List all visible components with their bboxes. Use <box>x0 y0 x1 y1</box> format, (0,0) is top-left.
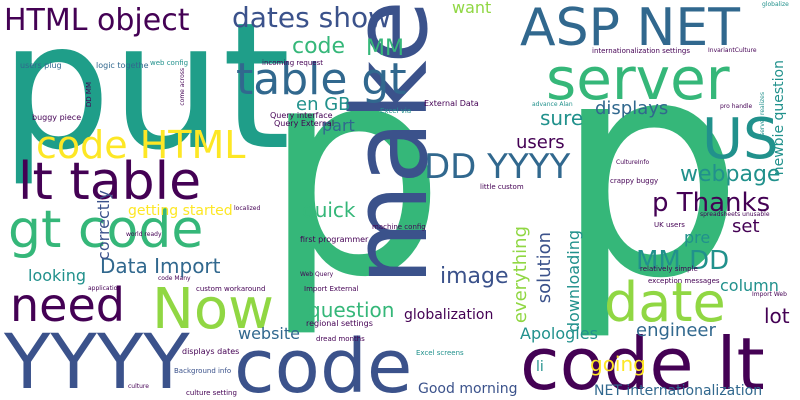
word-li: li <box>536 359 544 375</box>
word-application: application <box>88 285 122 292</box>
word-dd-yyyy: DD YYYY <box>424 147 571 187</box>
word-good-morning: Good morning <box>418 381 518 397</box>
word-crappy-buggy: crappy buggy <box>610 177 659 185</box>
word-apologies-visible: Apologies <box>520 324 598 343</box>
word-invariantculture: InvariantCulture <box>708 47 757 54</box>
word-server: server <box>546 45 730 113</box>
word-globalization: globalization <box>404 307 494 323</box>
word-p-left: p <box>262 4 447 341</box>
word-web-query: Web Query <box>300 271 334 278</box>
word-question: question <box>308 298 395 322</box>
word-internationalization-settings: internationalization settings <box>592 47 691 55</box>
word-image: image <box>440 264 509 289</box>
word-localized: localized <box>234 205 261 212</box>
word-pro-handle: pro handle <box>720 103 753 110</box>
word-import-external: Import External <box>304 285 359 293</box>
word-lt-table: lt table <box>18 152 202 212</box>
word-import-web: Import Web <box>752 291 787 298</box>
word-code-mid: code <box>292 34 346 59</box>
word-mm: MM <box>366 36 404 61</box>
word-spreadsheets-unusable: spreadsheets unusable <box>700 211 770 218</box>
word-culture-setting: culture setting <box>186 389 237 397</box>
word-table-gt: table gt <box>236 54 407 105</box>
word-net-internationalization: NET internationalization <box>594 383 763 399</box>
word-engineer: engineer <box>636 320 716 341</box>
word-going: going <box>590 352 646 376</box>
word-data-import: Data Import <box>100 254 221 278</box>
word-put: put <box>0 0 291 189</box>
word-part: part <box>322 116 355 135</box>
word-dd-mm: DD MM <box>85 82 93 108</box>
word-date: date <box>604 271 726 334</box>
word-excel-via: Excel via <box>380 107 412 115</box>
word-server-realizes: server realizes <box>759 92 766 136</box>
word-en-gb: en GB <box>296 94 351 115</box>
word-buggy-piece: buggy piece <box>32 113 82 122</box>
word-world-ready: world ready <box>126 231 162 238</box>
word-little-custom: little custom <box>480 183 524 191</box>
word-code-html: code HTML <box>36 123 246 167</box>
word-excel-screens: Excel screens <box>416 349 464 357</box>
word-cultureinfo: CultureInfo <box>616 159 650 166</box>
word-incoming-request: incoming request <box>262 59 323 67</box>
word-pre: pre <box>684 228 711 247</box>
word-quick: quick <box>302 198 356 222</box>
word-website: website <box>238 324 300 343</box>
word-us: US <box>702 107 779 172</box>
word-looking: looking <box>28 266 87 285</box>
word-machine-config: machine config <box>372 223 426 231</box>
word-code-lt: code lt <box>520 322 765 400</box>
word-everything: everything <box>510 226 531 324</box>
word-culture: culture <box>128 383 149 390</box>
word-exception-messages: exception messages <box>648 277 720 285</box>
word-users: users <box>516 132 565 153</box>
word-web-config: web config <box>150 59 189 67</box>
word-dread-months: dread months <box>316 335 365 343</box>
word-custom-workaround: custom workaround <box>196 285 266 293</box>
word-solution: solution <box>534 232 555 304</box>
word-query-interface: Query interface <box>270 111 333 120</box>
word-external-data: External Data <box>424 99 479 108</box>
word-asp-net: ASP NET <box>520 0 740 58</box>
word-sure: sure <box>540 106 584 130</box>
word-displays-dates: displays dates <box>182 347 240 356</box>
word-globalize: globalize <box>762 1 789 8</box>
word-p-right: p <box>554 0 745 344</box>
word-come-across: come across <box>179 68 186 106</box>
word-displays: displays <box>595 98 669 119</box>
word-newbie-question: newbie question <box>771 60 787 176</box>
word-now: Now <box>152 277 274 342</box>
word-mm-dd: MM DD <box>636 246 730 276</box>
word-uk-users: UK users <box>654 221 685 229</box>
word-regional-settings: regional settings <box>306 319 373 328</box>
word-code-many: code Many <box>158 275 191 282</box>
word-relatively-simple: relatively simple <box>640 265 698 273</box>
word-need: need <box>10 278 125 332</box>
word-webpage: webpage <box>680 162 781 187</box>
word-html-object: HTML object <box>4 3 190 38</box>
word-logic-togethe: logic togethe <box>96 61 149 70</box>
word-set: set <box>732 216 760 237</box>
word-lot: lot <box>764 304 790 328</box>
word-query-external-visible: Query External <box>274 119 335 128</box>
word-yyyy: YYYY <box>4 317 190 400</box>
word-code-bottom: code <box>234 324 413 400</box>
word-column: column <box>720 276 779 295</box>
word-dates-show: dates show <box>232 1 391 34</box>
word-users-plug: users plug <box>20 61 62 70</box>
word-want: want <box>452 0 492 17</box>
word-correctly: correctly <box>94 190 113 260</box>
word-downloading: downloading <box>564 230 583 333</box>
word-advance-alan: advance Alan <box>532 101 573 108</box>
word-getting-started: getting started <box>128 203 233 219</box>
word-p-thanks: p Thanks <box>652 188 771 218</box>
word-gt-code: gt code <box>8 200 204 260</box>
word-first-programmer: first programmer <box>300 235 369 244</box>
word-background-info: Background info <box>174 367 232 375</box>
